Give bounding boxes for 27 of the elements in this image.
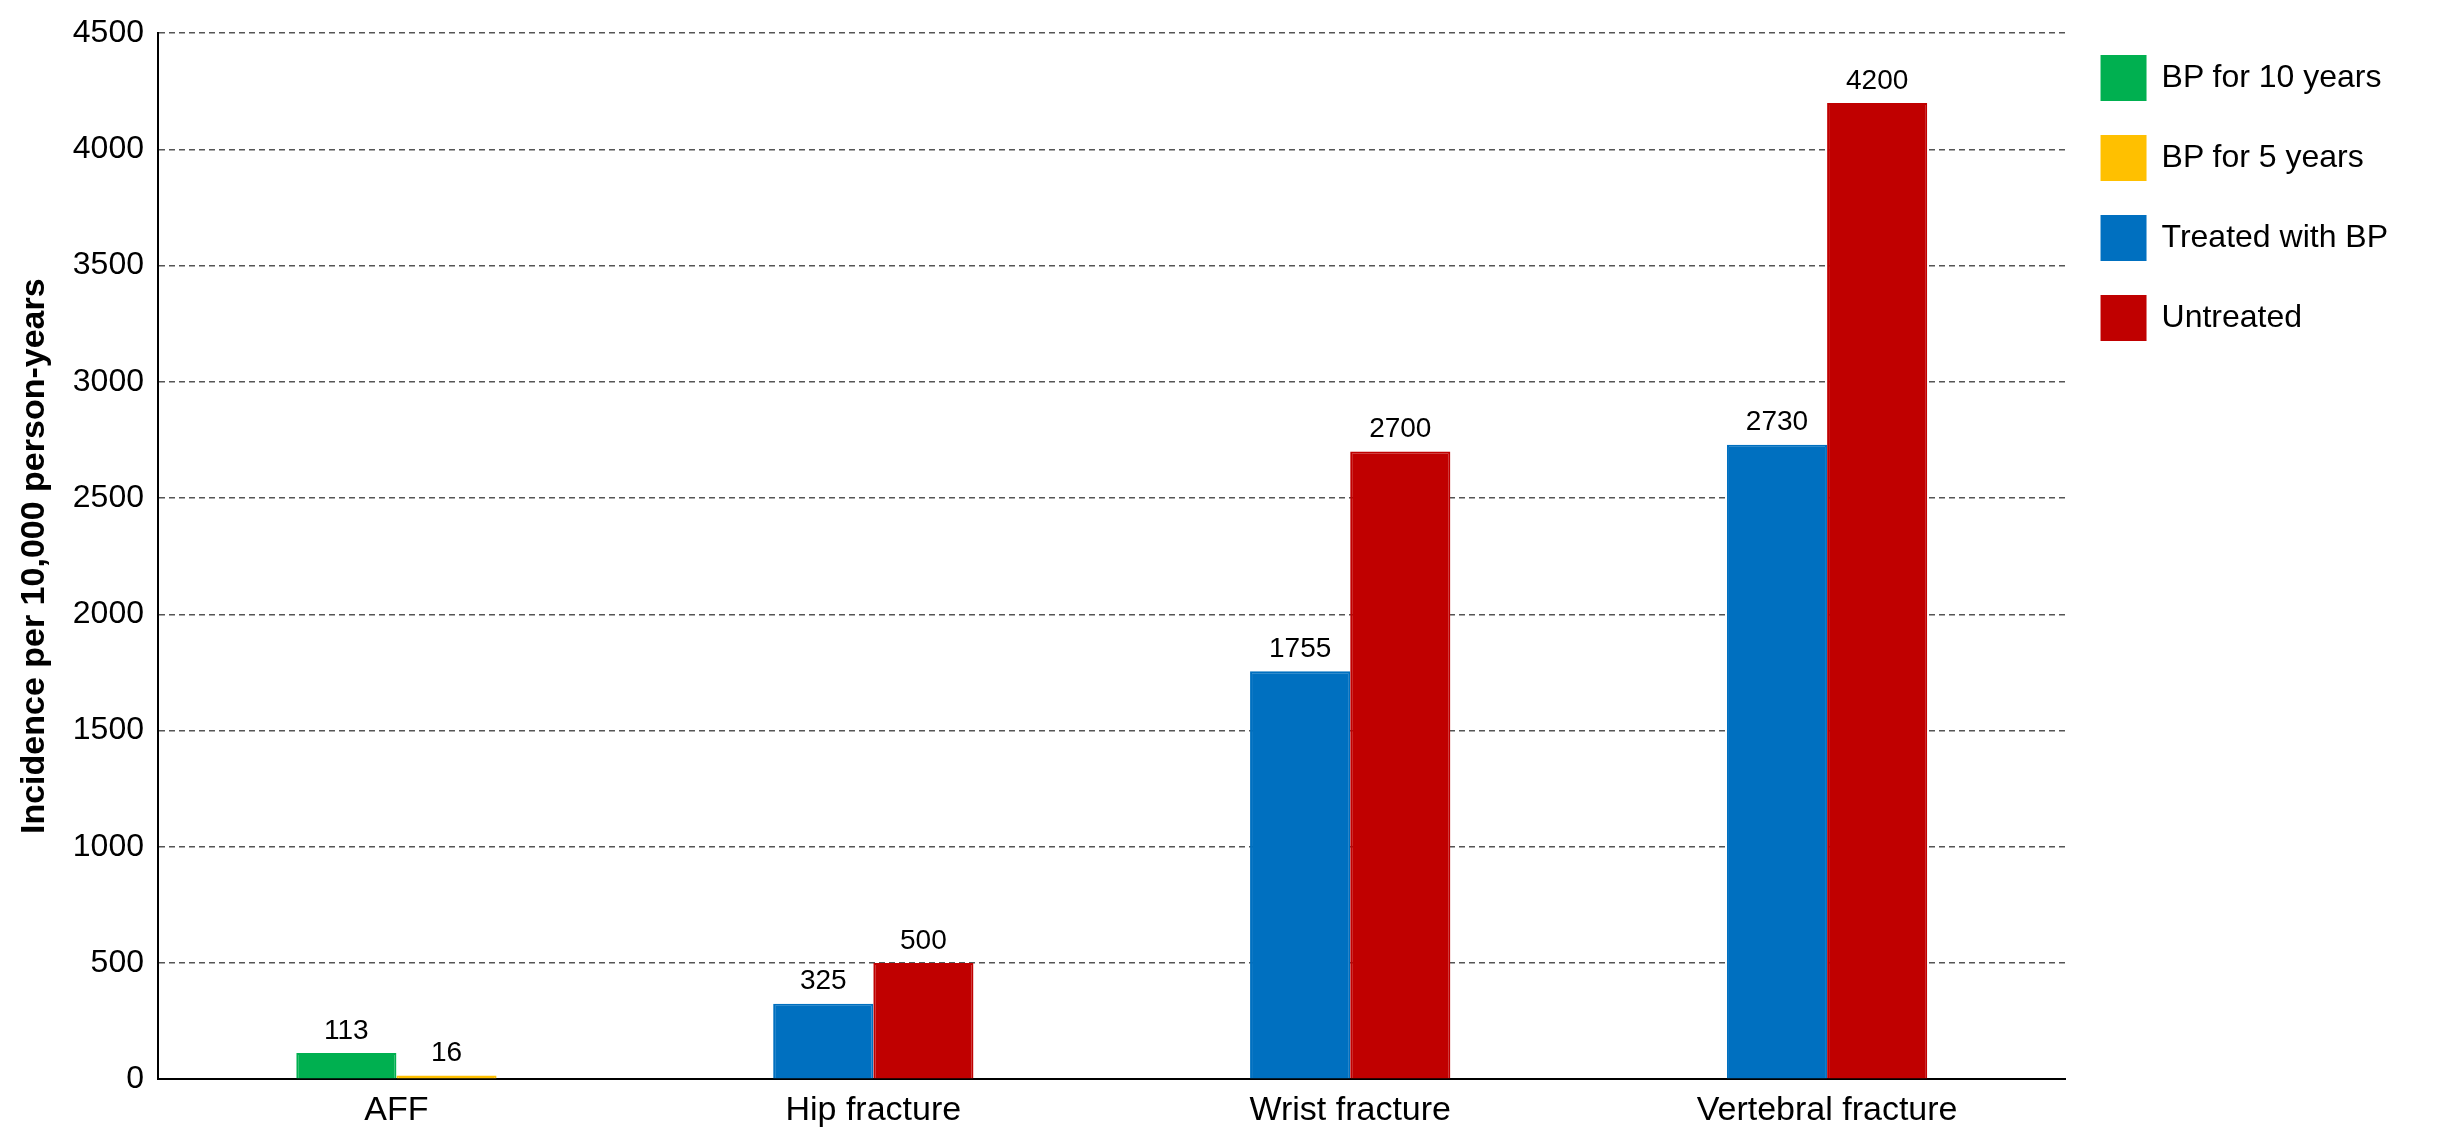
y-tick-label: 500	[90, 942, 144, 979]
y-tick-label: 4500	[72, 13, 144, 50]
data-label: 2700	[1369, 412, 1432, 444]
y-tick-label: 3000	[72, 361, 144, 398]
y-tick-label: 3500	[72, 245, 144, 282]
y-tick-label: 4000	[72, 129, 144, 166]
data-label: 325	[799, 964, 847, 996]
data-label: 4200	[1846, 63, 1909, 95]
x-tick-label: Hip fracture	[785, 1088, 962, 1127]
legend-label: Treated with BP	[2161, 217, 2388, 254]
data-label: 113	[324, 1013, 369, 1045]
y-tick-label: 2500	[72, 477, 144, 514]
legend-label: BP for 10 years	[2161, 57, 2382, 94]
legend-label: Untreated	[2161, 297, 2303, 334]
legend-label: BP for 5 years	[2161, 137, 2364, 174]
y-tick-label: 1500	[72, 710, 144, 747]
y-axis-title: Incidence per 10,000 person-years	[12, 278, 51, 835]
data-label: 1755	[1268, 631, 1332, 663]
x-tick-label: AFF	[364, 1088, 429, 1127]
data-label: 2730	[1745, 405, 1809, 437]
data-label: 500	[900, 923, 947, 955]
data-label: 16	[430, 1036, 463, 1068]
y-tick-label: 2000	[72, 594, 144, 631]
y-tick-label: 1000	[72, 826, 144, 863]
x-tick-label: Wrist fracture	[1249, 1088, 1451, 1127]
y-tick-label: 0	[126, 1059, 144, 1096]
x-tick-label: Vertebral fracture	[1696, 1088, 1958, 1127]
